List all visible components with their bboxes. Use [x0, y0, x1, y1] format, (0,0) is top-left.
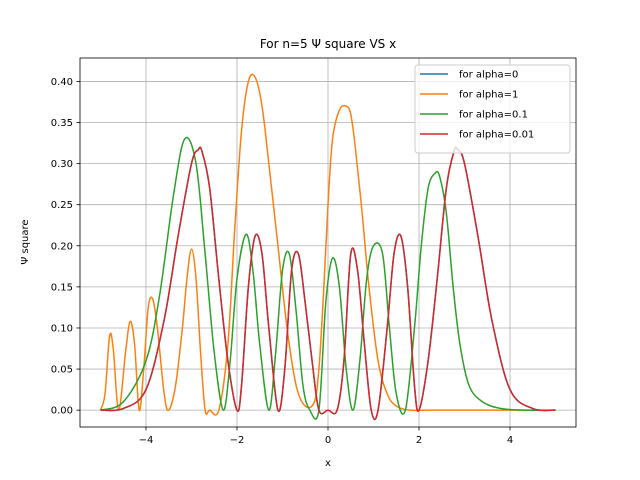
legend-label: for alpha=0 — [459, 70, 518, 81]
x-tick-label: −2 — [230, 435, 245, 446]
x-tick-label: 0 — [325, 435, 331, 446]
x-tick-label: 2 — [416, 435, 422, 446]
legend-box — [414, 64, 571, 154]
y-tick-label: 0.40 — [51, 77, 73, 88]
y-tick-label: 0.30 — [51, 159, 73, 170]
legend: for alpha=0 for alpha=1 for alpha=0.1 for a… — [414, 64, 571, 154]
x-axis-ticks: −4 −2 0 2 4 — [139, 427, 513, 446]
y-axis-label: Ψ square — [20, 219, 31, 264]
x-axis-label: x — [325, 458, 331, 469]
x-tick-label: 4 — [507, 435, 513, 446]
series-lines — [99, 73, 556, 421]
y-axis-ticks: 0.00 0.05 0.10 0.15 0.20 0.25 0.30 0.35 0.40 — [51, 77, 80, 417]
legend-label: for alpha=0.01 — [459, 130, 534, 141]
y-tick-label: 0.10 — [51, 323, 73, 334]
y-tick-label: 0.05 — [51, 365, 73, 376]
y-tick-label: 0.20 — [51, 241, 73, 252]
y-tick-label: 0.25 — [51, 200, 73, 211]
x-tick-label: −4 — [139, 435, 154, 446]
y-tick-label: 0.00 — [51, 406, 73, 417]
legend-label: for alpha=1 — [459, 90, 518, 101]
y-tick-label: 0.35 — [51, 118, 73, 129]
y-tick-label: 0.15 — [51, 282, 73, 293]
chart-title: For n=5 Ψ square VS x — [260, 37, 396, 51]
series-line-3 — [100, 146, 556, 421]
legend-label: for alpha=0.1 — [459, 110, 528, 121]
series-line-2 — [100, 136, 556, 420]
